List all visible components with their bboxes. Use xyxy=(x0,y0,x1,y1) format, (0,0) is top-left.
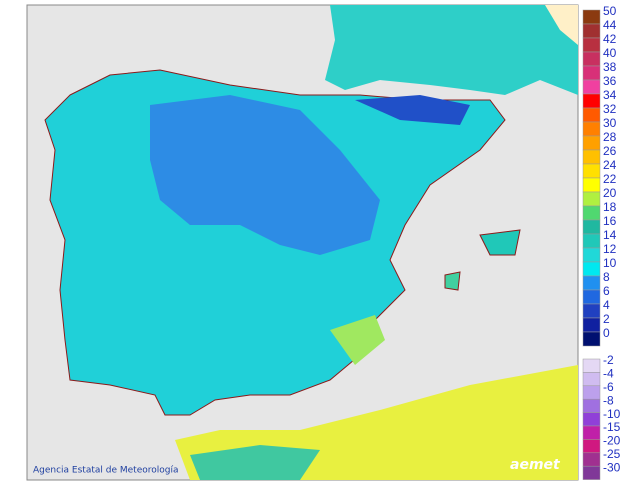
legend-swatch xyxy=(582,261,601,277)
legend-label: 6 xyxy=(603,284,610,298)
cold-plateau xyxy=(150,95,380,255)
legend-swatch xyxy=(582,358,601,373)
legend-label: 24 xyxy=(603,158,617,172)
credit: Agencia Estatal de Meteorología xyxy=(33,466,179,476)
legend-label: -4 xyxy=(603,367,614,381)
legend-swatch xyxy=(582,233,601,249)
legend-label: -10 xyxy=(603,407,621,421)
legend-swatch xyxy=(582,93,601,109)
legend-label: 50 xyxy=(603,4,617,18)
legend-swatch xyxy=(582,439,601,454)
legend-swatch xyxy=(582,205,601,221)
legend-swatch xyxy=(582,9,601,25)
alps-area xyxy=(545,5,578,45)
legend-swatch xyxy=(582,275,601,291)
legend-swatch xyxy=(582,385,601,400)
legend-label: 20 xyxy=(603,186,617,200)
mallorca xyxy=(479,229,521,256)
legend-label: 36 xyxy=(603,74,617,88)
legend-swatch xyxy=(582,398,601,413)
legend-label: -25 xyxy=(603,447,621,461)
legend-label: 44 xyxy=(603,18,617,32)
legend-swatch xyxy=(582,425,601,440)
legend-label: -2 xyxy=(603,353,614,367)
logo: aemet xyxy=(510,457,561,473)
legend-swatch xyxy=(582,121,601,137)
france-land xyxy=(325,5,578,95)
ibiza xyxy=(444,271,461,291)
legend-swatch xyxy=(582,191,601,207)
legend: 5044424038363432302826242220181614121086… xyxy=(582,4,621,480)
legend-label: -30 xyxy=(603,460,621,474)
legend-label: 38 xyxy=(603,60,617,74)
legend-swatch xyxy=(582,317,601,333)
legend-label: 26 xyxy=(603,144,617,158)
legend-swatch xyxy=(582,135,601,151)
legend-swatch xyxy=(582,107,601,123)
legend-label: 22 xyxy=(603,172,617,186)
legend-label: -15 xyxy=(603,420,621,434)
legend-label: 40 xyxy=(603,46,617,60)
legend-swatch xyxy=(582,79,601,95)
legend-label: 12 xyxy=(603,242,617,256)
legend-label: 16 xyxy=(603,214,617,228)
legend-label: 30 xyxy=(603,116,617,130)
legend-swatch xyxy=(582,465,601,480)
legend-swatch xyxy=(582,37,601,53)
legend-label: 10 xyxy=(603,256,617,270)
legend-label: 42 xyxy=(603,32,617,46)
legend-swatch xyxy=(582,289,601,305)
legend-swatch xyxy=(582,412,601,427)
legend-swatch xyxy=(582,65,601,81)
legend-label: -6 xyxy=(603,380,614,394)
legend-swatch xyxy=(582,163,601,179)
legend-label: 8 xyxy=(603,270,610,284)
murcia-warm xyxy=(330,315,385,365)
legend-swatch xyxy=(582,247,601,263)
pyrenees xyxy=(355,95,470,125)
legend-swatch xyxy=(582,219,601,235)
legend-label: 0 xyxy=(603,326,610,340)
legend-label: 2 xyxy=(603,312,610,326)
legend-label: -20 xyxy=(603,434,621,448)
legend-label: 28 xyxy=(603,130,617,144)
legend-label: 18 xyxy=(603,200,617,214)
legend-swatch xyxy=(582,23,601,39)
legend-label: 32 xyxy=(603,102,617,116)
legend-swatch xyxy=(582,149,601,165)
legend-label: 14 xyxy=(603,228,617,242)
legend-swatch xyxy=(582,51,601,67)
legend-label: 4 xyxy=(603,298,610,312)
legend-swatch xyxy=(582,177,601,193)
legend-swatch xyxy=(582,303,601,319)
legend-label: -8 xyxy=(603,393,614,407)
legend-swatch xyxy=(582,452,601,467)
atlas-cool xyxy=(190,445,320,480)
legend-swatch xyxy=(582,331,601,347)
legend-swatch xyxy=(582,372,601,387)
legend-label: 34 xyxy=(603,88,617,102)
